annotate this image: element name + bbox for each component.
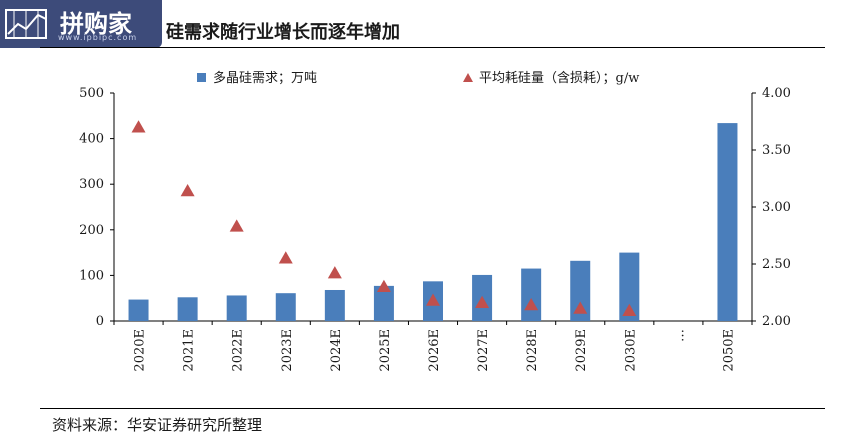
marker-avg-silicon-use [622, 303, 637, 316]
bar-silicon-demand [373, 285, 394, 321]
legend-bar-swatch [197, 73, 206, 82]
bar-silicon-demand [619, 252, 640, 321]
marker-avg-silicon-use [131, 120, 146, 133]
x-tick-label: 2030E [623, 329, 638, 372]
marker-avg-silicon-use [376, 279, 391, 293]
x-tick-label: 2027E [476, 329, 491, 372]
bar-silicon-demand [177, 297, 198, 321]
x-tick-label: 2024E [329, 329, 344, 372]
y-left-tick-label: 500 [79, 86, 104, 101]
y-right-tick-label: 4.00 [762, 86, 791, 101]
x-tick-label: 2022E [231, 329, 246, 372]
y-right-tick-label: 2.00 [762, 314, 791, 329]
legend-triangle-swatch [463, 73, 473, 82]
x-tick-label: 2020E [133, 329, 148, 372]
bar-silicon-demand [717, 123, 738, 321]
bar-silicon-demand [128, 299, 149, 321]
source-note: 资料来源：华安证券研究所整理 [52, 416, 263, 434]
x-tick-label: 2023E [280, 329, 295, 372]
marker-avg-silicon-use [229, 219, 244, 232]
brand-logo: 拼购家 www.ipbipc.com [0, 0, 162, 48]
marker-avg-silicon-use [327, 266, 342, 279]
marker-avg-silicon-use [573, 301, 588, 314]
bottom-divider [40, 408, 825, 409]
bar-silicon-demand [521, 268, 542, 321]
x-tick-label: 2050E [721, 329, 736, 372]
x-tick-label: … [672, 329, 687, 342]
bar-silicon-demand [324, 289, 345, 321]
bar-silicon-demand [226, 295, 247, 321]
x-tick-label: 2026E [427, 329, 442, 372]
logo-url: www.ipbipc.com [58, 33, 138, 42]
top-divider [40, 47, 825, 48]
x-tick-label: 2028E [525, 329, 540, 372]
marker-avg-silicon-use [524, 298, 539, 311]
y-left-tick-label: 100 [79, 268, 104, 283]
y-left-tick-label: 200 [79, 223, 104, 238]
chart-logo-icon [5, 9, 47, 39]
x-tick-label: 2029E [574, 329, 589, 372]
logo-text: 拼购家 [60, 10, 132, 38]
y-left-tick-label: 400 [79, 132, 104, 147]
marker-avg-silicon-use [475, 295, 490, 309]
y-left-tick-label: 0 [96, 314, 104, 329]
legend-triangle-label: 平均耗硅量（含损耗）；g/w [479, 70, 639, 86]
y-right-tick-label: 2.50 [762, 257, 791, 272]
legend-bar-label: 多晶硅需求；万吨 [213, 70, 317, 86]
x-tick-label: 2025E [378, 329, 393, 372]
y-right-tick-label: 3.00 [762, 200, 791, 215]
marker-avg-silicon-use [426, 293, 440, 306]
marker-avg-silicon-use [278, 251, 293, 264]
y-right-tick-label: 3.50 [762, 143, 791, 158]
bar-silicon-demand [570, 260, 591, 321]
bar-silicon-demand [275, 293, 296, 321]
marker-avg-silicon-use [180, 184, 195, 197]
chart-title: 硅需求随行业增长而逐年增加 [166, 22, 400, 43]
x-tick-label: 2021E [182, 329, 197, 372]
y-left-tick-label: 300 [79, 177, 104, 192]
